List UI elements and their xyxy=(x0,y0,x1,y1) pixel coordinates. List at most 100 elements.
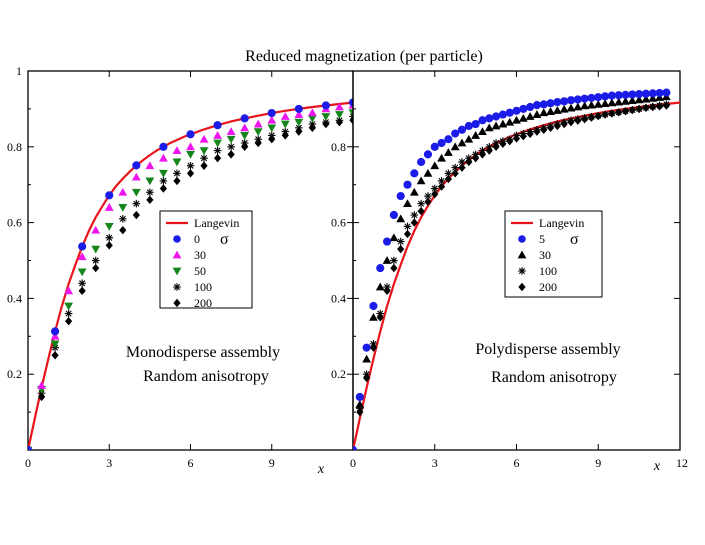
legend-marker xyxy=(173,235,181,243)
data-point xyxy=(580,94,589,103)
data-point xyxy=(240,132,250,140)
figure-title: Reduced magnetization (per particle) xyxy=(245,48,483,65)
data-point xyxy=(635,90,644,99)
legend-marker xyxy=(173,283,181,291)
data-point xyxy=(594,93,603,102)
legend-marker xyxy=(172,250,182,259)
legend-box xyxy=(159,210,253,309)
data-point xyxy=(335,102,344,111)
data-point xyxy=(200,161,208,170)
data-point xyxy=(430,142,439,151)
data-point xyxy=(240,139,249,147)
x-tick-label: 0 xyxy=(350,456,356,470)
data-point xyxy=(525,112,535,120)
data-point xyxy=(621,90,630,99)
data-point xyxy=(574,115,582,123)
data-point xyxy=(587,93,596,102)
data-point xyxy=(186,142,195,151)
data-point xyxy=(397,244,405,254)
data-point xyxy=(78,286,86,296)
data-point xyxy=(491,121,501,130)
data-point xyxy=(91,256,100,265)
legend-label: Langevin xyxy=(194,216,239,230)
legend-label: 0 xyxy=(194,232,200,246)
data-point xyxy=(607,98,617,107)
data-point xyxy=(213,153,222,163)
series-sigma-100 xyxy=(353,100,671,450)
data-point xyxy=(159,169,168,178)
legend-label: 100 xyxy=(539,264,557,278)
data-point xyxy=(213,131,222,139)
data-point xyxy=(349,112,353,121)
data-point xyxy=(362,354,372,363)
data-point xyxy=(77,252,87,261)
data-point xyxy=(104,203,114,211)
data-point xyxy=(485,143,494,151)
data-point xyxy=(424,197,432,206)
data-point xyxy=(213,139,222,148)
legend-marker xyxy=(518,282,526,292)
data-point xyxy=(240,114,249,123)
data-point xyxy=(621,96,630,105)
data-point xyxy=(526,127,534,136)
data-point xyxy=(382,237,392,246)
data-point xyxy=(294,104,303,113)
data-point xyxy=(437,182,446,191)
chart-polydisperse: 0.2 0.4 0.6 0.8 0 3 6 9 12 Langevin 5 σ 30 100 200 Po… xyxy=(331,70,688,474)
data-point xyxy=(614,108,623,117)
data-point xyxy=(519,104,528,113)
data-point xyxy=(227,143,235,151)
data-point xyxy=(471,131,481,139)
data-point xyxy=(186,150,195,159)
data-point xyxy=(335,111,344,119)
data-point xyxy=(226,127,236,136)
annotation-monodisperse-line1: Monodisperse assembly xyxy=(126,344,280,361)
data-point xyxy=(91,245,101,254)
data-point xyxy=(655,101,664,110)
data-point xyxy=(376,263,385,273)
data-point xyxy=(307,114,317,123)
data-point xyxy=(593,99,603,108)
data-point xyxy=(417,157,426,167)
data-point xyxy=(607,91,616,100)
data-point xyxy=(458,163,466,172)
data-point xyxy=(131,172,141,181)
data-point xyxy=(560,97,569,106)
legend-label: 5 xyxy=(539,232,545,246)
data-point xyxy=(390,256,398,265)
data-point xyxy=(118,187,128,196)
data-point xyxy=(253,128,263,137)
data-point xyxy=(580,114,589,122)
data-point xyxy=(410,211,419,219)
data-point xyxy=(628,106,637,114)
data-point xyxy=(348,98,353,107)
data-point xyxy=(362,370,371,378)
data-point xyxy=(65,316,73,326)
data-point xyxy=(369,340,378,348)
data-point xyxy=(648,93,658,102)
data-point xyxy=(431,189,439,199)
data-point xyxy=(64,309,73,318)
data-point xyxy=(559,104,569,113)
data-point xyxy=(105,233,114,242)
data-point xyxy=(321,113,331,121)
data-point xyxy=(186,169,195,178)
data-point xyxy=(173,169,181,178)
data-point xyxy=(539,108,549,117)
legend-marker xyxy=(173,298,181,308)
data-point xyxy=(416,176,426,185)
data-point xyxy=(92,263,100,273)
series-sigma-30 xyxy=(28,100,353,450)
data-point xyxy=(444,135,453,144)
data-point xyxy=(451,129,460,138)
data-point xyxy=(485,114,494,123)
data-point xyxy=(464,121,473,131)
data-point xyxy=(614,91,623,100)
data-point xyxy=(159,153,168,162)
data-point xyxy=(417,207,425,216)
data-point xyxy=(499,137,507,145)
data-point xyxy=(186,161,195,170)
legend-label: 30 xyxy=(539,248,551,262)
legend-label: 100 xyxy=(194,280,212,294)
data-point xyxy=(608,109,616,118)
